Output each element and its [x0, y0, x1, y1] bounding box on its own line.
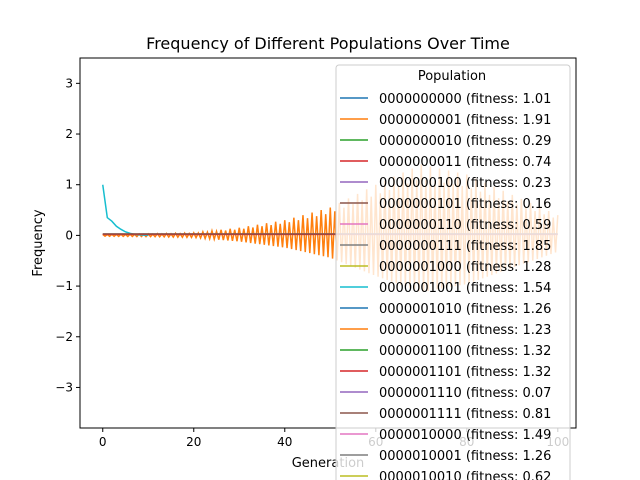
y-tick-label: −2 — [55, 330, 73, 344]
axes-frame — [79, 57, 577, 429]
legend-entry-label: 0000000000 (fitness: 1.01 — [379, 92, 551, 107]
y-tick-label: −1 — [55, 279, 73, 293]
legend-entry-label: 0000001111 (fitness: 0.81 — [379, 407, 551, 422]
legend-entries: 0000000000 (fitness: 1.01 0000000001 (fit… — [340, 92, 551, 480]
chart-title: Frequency of Different Populations Over … — [146, 34, 510, 53]
legend-entry-label: 0000001101 (fitness: 1.32 — [379, 365, 551, 380]
legend-entry-label: 0000001000 (fitness: 1.28 — [379, 260, 551, 275]
y-tick-label: −3 — [55, 380, 73, 394]
legend-entry-label: 0000001010 (fitness: 1.26 — [379, 302, 551, 317]
legend: Population 0000000000 (fitness: 1.010000… — [335, 64, 571, 480]
legend-entry-label: 0000000110 (fitness: 0.59 — [379, 218, 551, 233]
legend-entry-label: 0000000111 (fitness: 1.85 — [379, 239, 551, 254]
legend-entry-label: 0000010010 (fitness: 0.62 — [379, 470, 551, 480]
x-tick-label: 40 — [277, 435, 292, 449]
y-axis-label: Frequency — [31, 209, 46, 276]
legend-box — [335, 64, 571, 480]
legend-entry-label: 0000000101 (fitness: 0.16 — [379, 197, 551, 212]
legend-entry-label: 0000000100 (fitness: 0.23 — [379, 176, 551, 191]
x-tick-label: 0 — [99, 435, 107, 449]
legend-entry-label: 0000001110 (fitness: 0.07 — [379, 386, 551, 401]
x-tick-label: 20 — [186, 435, 201, 449]
y-axis: −3 −2 −1 0 1 2 3 — [55, 76, 80, 394]
legend-entry-label: 0000001100 (fitness: 1.32 — [379, 344, 551, 359]
legend-entry-label: 0000010001 (fitness: 1.26 — [379, 449, 551, 464]
y-tick-label: 1 — [65, 178, 73, 192]
y-tick-label: 2 — [65, 127, 73, 141]
legend-entry-label: 0000000010 (fitness: 0.29 — [379, 134, 551, 149]
legend-entry-label: 0000000011 (fitness: 0.74 — [379, 155, 551, 170]
legend-entry-label: 0000001011 (fitness: 1.23 — [379, 323, 551, 338]
legend-title: Population — [418, 69, 486, 84]
y-tick-label: 0 — [65, 228, 73, 242]
legend-entry-label: 0000001001 (fitness: 1.54 — [379, 281, 551, 296]
legend-entry-label: 0000010000 (fitness: 1.49 — [379, 428, 551, 443]
y-tick-label: 3 — [65, 76, 73, 90]
legend-entry-label: 0000000001 (fitness: 1.91 — [379, 113, 551, 128]
